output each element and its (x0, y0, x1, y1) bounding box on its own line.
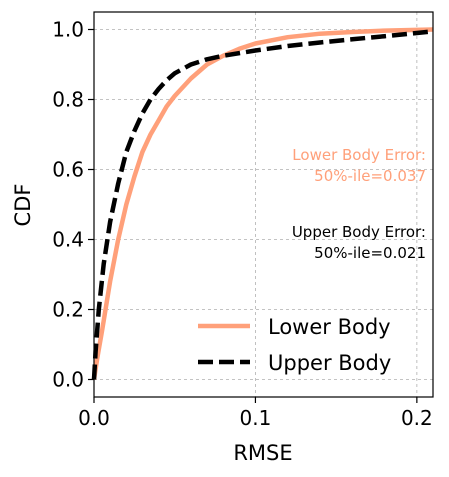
x-axis-label: RMSE (233, 441, 292, 465)
y-tick-label-5: 1.0 (52, 18, 84, 42)
ticks: 0.0 0.1 0.2 0.0 0.2 0.4 0.6 0.8 1.0 (52, 18, 433, 431)
x-tick-label-1: 0.1 (240, 406, 272, 430)
annotation-upper-line2: 50%-ile=0.021 (314, 244, 426, 262)
x-tick-label-0: 0.0 (78, 406, 110, 430)
annotation-upper-line1: Upper Body Error: (292, 223, 426, 241)
legend: Lower Body Upper Body (198, 315, 391, 375)
x-tick-label-2: 0.2 (401, 406, 433, 430)
y-tick-label-0: 0.0 (52, 368, 84, 392)
annotation-lower-line2: 50%-ile=0.037 (314, 167, 426, 185)
series-line-upper-body (91, 29, 434, 380)
plot-lines (91, 27, 434, 380)
plot-frame (93, 11, 434, 398)
y-tick-label-3: 0.6 (52, 158, 84, 182)
grid (93, 12, 433, 397)
y-axis-label: CDF (11, 184, 35, 227)
legend-label-lower: Lower Body (268, 315, 391, 339)
series-line-lower-body (91, 27, 434, 380)
y-tick-label-2: 0.4 (52, 228, 84, 252)
annotation-lower-line1: Lower Body Error: (292, 146, 426, 164)
y-tick-label-1: 0.2 (52, 298, 84, 322)
y-tick-label-4: 0.8 (52, 88, 84, 112)
annotation-upper: Upper Body Error: 50%-ile=0.021 (292, 223, 426, 262)
annotation-lower: Lower Body Error: 50%-ile=0.037 (292, 146, 426, 185)
legend-label-upper: Upper Body (268, 351, 391, 375)
